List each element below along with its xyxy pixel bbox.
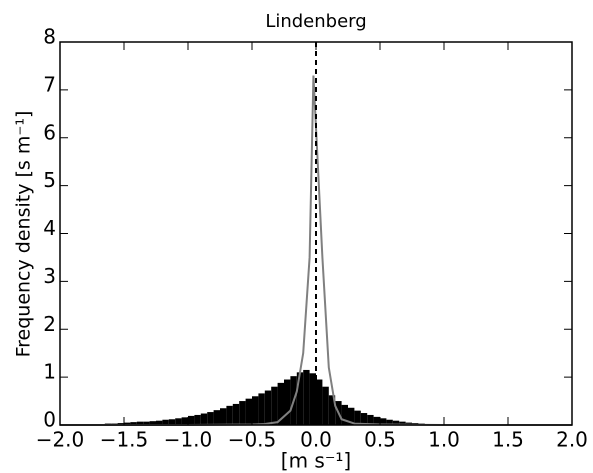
histogram-bar (175, 418, 182, 425)
x-tick-label: −1.5 (100, 428, 149, 452)
histogram-bar (354, 410, 361, 425)
y-axis-label: Frequency density [s m⁻¹] (13, 111, 35, 358)
chart-title: Lindenberg (265, 11, 366, 32)
histogram-bar (162, 419, 169, 425)
histogram-bar (149, 421, 156, 425)
histogram-bar (316, 379, 323, 425)
histogram-bar (392, 420, 400, 425)
histogram-bar (232, 403, 240, 425)
histogram-bar (348, 407, 355, 425)
x-tick-label: −0.5 (228, 428, 277, 452)
histogram-bar (181, 417, 188, 425)
histogram-bar (386, 419, 393, 425)
x-tick-label: 2.0 (556, 428, 588, 452)
x-tick-label: −2.0 (36, 428, 85, 452)
histogram-bar (220, 408, 227, 425)
y-tick-label: 2 (43, 312, 56, 336)
histogram-bar (213, 410, 220, 425)
histogram-bar (194, 414, 201, 425)
histogram-bar (360, 413, 368, 425)
x-tick-label: −1.0 (164, 428, 213, 452)
y-tick-label: 1 (43, 360, 56, 384)
histogram-bar (156, 420, 163, 425)
histogram-bar (284, 379, 291, 425)
density-line (60, 75, 572, 426)
histogram-bar (143, 421, 150, 425)
x-tick-label: 0.5 (364, 428, 396, 452)
histogram-bar (188, 415, 195, 425)
histogram-bar (264, 390, 272, 425)
histogram-bar (296, 372, 304, 425)
y-tick-label: 0 (43, 408, 56, 432)
y-tick-label: 6 (43, 120, 56, 144)
histogram-bar (130, 422, 137, 425)
histogram-bar (258, 393, 265, 425)
histogram-bar (309, 373, 316, 425)
histogram-bar (207, 412, 214, 425)
histogram-bar (399, 421, 406, 425)
histogram-bar (200, 413, 208, 425)
histogram-bar (239, 401, 246, 425)
histogram-bar (226, 405, 233, 425)
y-tick-label: 5 (43, 168, 56, 192)
histogram-bar (373, 416, 380, 425)
histogram-bar (252, 396, 259, 425)
histogram-bar (124, 422, 131, 425)
x-axis-label: [m s⁻¹] (281, 449, 351, 473)
histogram-bar (271, 386, 278, 425)
histogram-bar (136, 421, 144, 425)
x-tick-label: 1.5 (492, 428, 524, 452)
histogram-bar (380, 418, 387, 425)
histogram-bar (367, 414, 374, 425)
y-tick-label: 4 (43, 216, 56, 240)
x-tick-label: 1.0 (428, 428, 460, 452)
histogram-bar (245, 398, 252, 425)
y-tick-label: 8 (43, 25, 56, 49)
histogram-bar (168, 419, 176, 425)
histogram-bar (277, 382, 284, 425)
y-tick-label: 3 (43, 264, 56, 288)
histogram-bar (341, 404, 348, 425)
x-tick-label: 0.0 (300, 428, 332, 452)
histogram-bar (322, 386, 329, 425)
histogram-bar (328, 395, 336, 425)
y-tick-label: 7 (43, 72, 56, 96)
histogram-bar (303, 369, 310, 425)
